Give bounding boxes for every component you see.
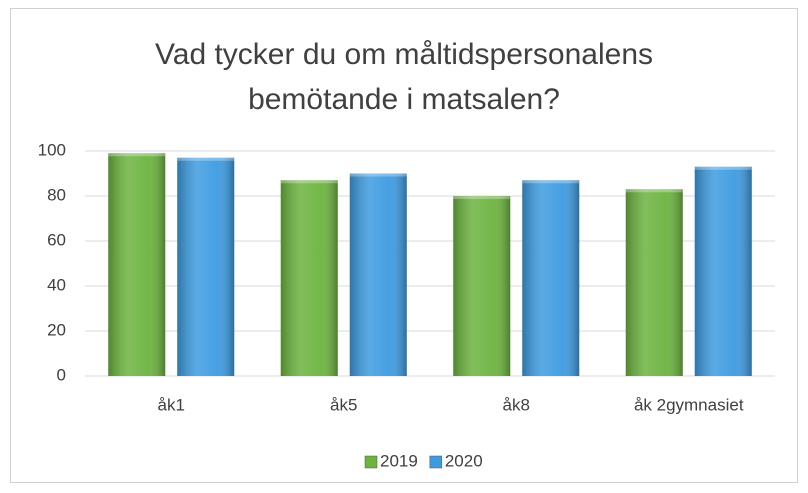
x-tick-label: åk5 — [330, 395, 357, 414]
bar-top — [349, 173, 407, 177]
bar-shade — [177, 157, 235, 376]
y-tick-label: 0 — [57, 365, 66, 384]
bar-shade — [349, 173, 407, 376]
bar-top — [694, 166, 752, 170]
chart-title: Vad tycker du om måltidspersonalens bemö… — [154, 38, 654, 116]
y-tick-label: 20 — [47, 320, 66, 339]
legend-swatch — [364, 455, 378, 469]
bar-shade — [522, 180, 580, 376]
x-tick-label: åk 2gymnasiet — [634, 395, 744, 414]
x-tick-label: åk1 — [158, 395, 185, 414]
y-tick-label: 60 — [47, 230, 66, 249]
bar-top — [177, 157, 235, 161]
bar-shade — [108, 153, 166, 376]
bar-top — [280, 180, 338, 184]
bar-top — [522, 180, 580, 184]
legend-label: 2019 — [380, 451, 418, 470]
legend-swatch — [429, 455, 443, 469]
bar-shade — [625, 189, 683, 376]
bar-shade — [694, 166, 752, 376]
bar-top — [453, 196, 511, 199]
bar-shade — [453, 196, 511, 376]
y-tick-label: 40 — [47, 275, 66, 294]
legend-label: 2020 — [445, 451, 483, 470]
bar-top — [108, 153, 166, 157]
y-tick-label: 100 — [38, 140, 66, 159]
bar-shade — [280, 180, 338, 376]
y-tick-label: 80 — [47, 185, 66, 204]
bar-top — [625, 189, 683, 193]
x-tick-label: åk8 — [503, 395, 530, 414]
